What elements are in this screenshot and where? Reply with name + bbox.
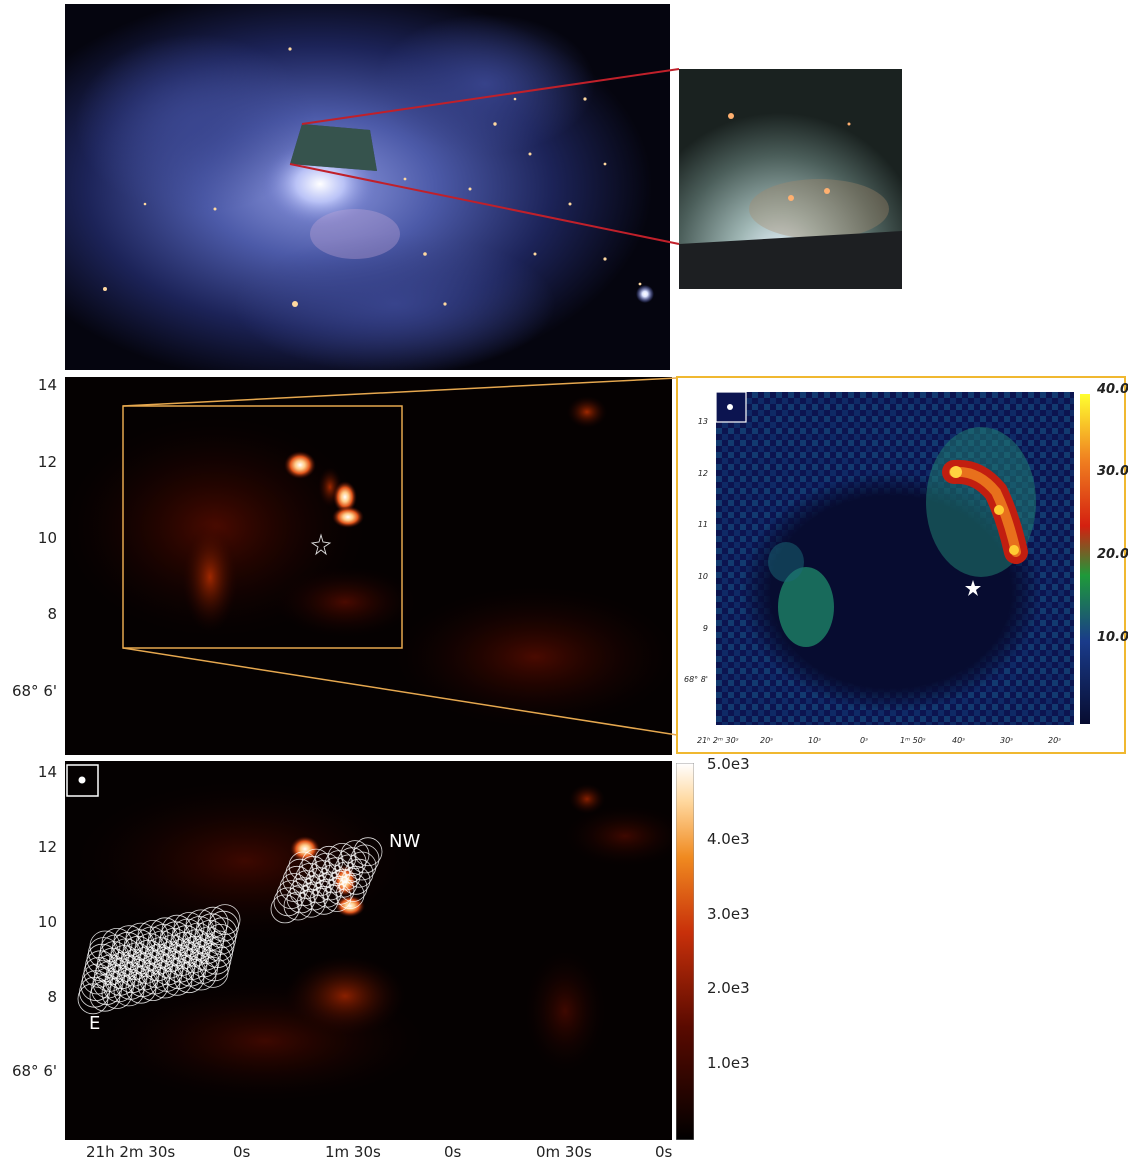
inset-heatmap	[716, 392, 1074, 725]
y-tick: 68° 6'	[11, 1062, 57, 1080]
y-tick: 13	[697, 417, 708, 426]
x-tick: 1m 30s	[325, 1143, 381, 1161]
colorbar-label: 1.0e3	[707, 1054, 750, 1072]
beam-circle	[341, 865, 371, 895]
heatmap-panel-middle	[65, 377, 672, 755]
y-tick: 11	[697, 520, 708, 529]
y-tick: 10	[37, 529, 57, 547]
x-tick: 10ˢ	[808, 736, 822, 745]
beam-circle	[322, 883, 352, 912]
y-tick: 68° 6'	[11, 682, 57, 700]
colorbar-label: 40.0	[1097, 382, 1128, 397]
x-tick: 0m 30s	[536, 1143, 592, 1161]
colorbar-label: 20.0	[1097, 547, 1128, 562]
y-tick: 8	[47, 988, 57, 1006]
x-tick: 30ˢ	[1000, 736, 1014, 745]
nw-beam-mosaic	[270, 837, 383, 924]
beam-circle	[149, 967, 181, 999]
beam-circle	[101, 978, 133, 1009]
colorbar-label: 5.0e3	[707, 755, 750, 773]
beam-circle	[89, 980, 121, 1012]
x-tick: 21ʰ 2ᵐ 30ˢ	[697, 736, 739, 745]
colorbar-label: 10.0	[1097, 630, 1128, 645]
beam-circle	[197, 956, 229, 988]
x-tick: 0s	[655, 1143, 673, 1161]
beam-circle	[77, 983, 109, 1015]
y-tick: 14	[37, 376, 57, 394]
beam-circle	[296, 888, 326, 918]
x-tick: 0s	[233, 1143, 251, 1161]
beam-circle	[137, 970, 169, 1002]
y-tick: 12	[37, 838, 57, 856]
beam-circle	[338, 873, 368, 902]
y-tick: 14	[37, 763, 57, 781]
beam-circle	[125, 972, 157, 1004]
beam-circle	[353, 837, 383, 867]
y-tick: 10	[697, 572, 708, 581]
beam-circle	[335, 880, 365, 910]
beam-circle	[283, 891, 313, 921]
y-tick: 68° 8'	[683, 675, 708, 684]
y-tick: 9	[702, 624, 708, 633]
heatmap-panel-bottom	[65, 761, 672, 1140]
region-label-nw: NW	[389, 831, 421, 852]
colorbar-label: 2.0e3	[707, 979, 750, 997]
x-tick: 1ᵐ 50ˢ	[900, 736, 926, 745]
optical-zoom-inset	[679, 69, 902, 289]
beam-circle	[270, 894, 300, 924]
x-tick: 21h 2m 30s	[86, 1143, 176, 1161]
x-tick: 20ˢ	[1048, 736, 1062, 745]
bottom-colorbar	[676, 763, 694, 1140]
colorbar-label: 30.0	[1097, 464, 1128, 479]
inset-colorbar	[1080, 394, 1090, 724]
optical-nebula-image	[65, 4, 670, 370]
beam-circle	[344, 858, 374, 888]
beam-circle	[309, 885, 339, 915]
colorbar-label: 3.0e3	[707, 905, 750, 923]
colorbar-label: 4.0e3	[707, 830, 750, 848]
beam-circle	[350, 844, 380, 874]
beam-circle	[347, 851, 377, 881]
beam-circle	[173, 962, 205, 994]
x-tick: 20ˢ	[760, 736, 774, 745]
x-tick: 0ˢ	[860, 736, 869, 745]
beam-circle	[113, 975, 145, 1007]
region-label-e: E	[89, 1013, 101, 1034]
y-tick: 8	[47, 605, 57, 623]
y-tick: 12	[37, 453, 57, 471]
x-tick: 0s	[444, 1143, 462, 1161]
beam-circle	[161, 964, 193, 996]
x-tick: 40ˢ	[952, 736, 966, 745]
y-tick: 10	[37, 913, 57, 931]
y-tick: 12	[697, 469, 708, 478]
e-beam-mosaic	[77, 904, 241, 1015]
beam-circle	[185, 959, 217, 991]
